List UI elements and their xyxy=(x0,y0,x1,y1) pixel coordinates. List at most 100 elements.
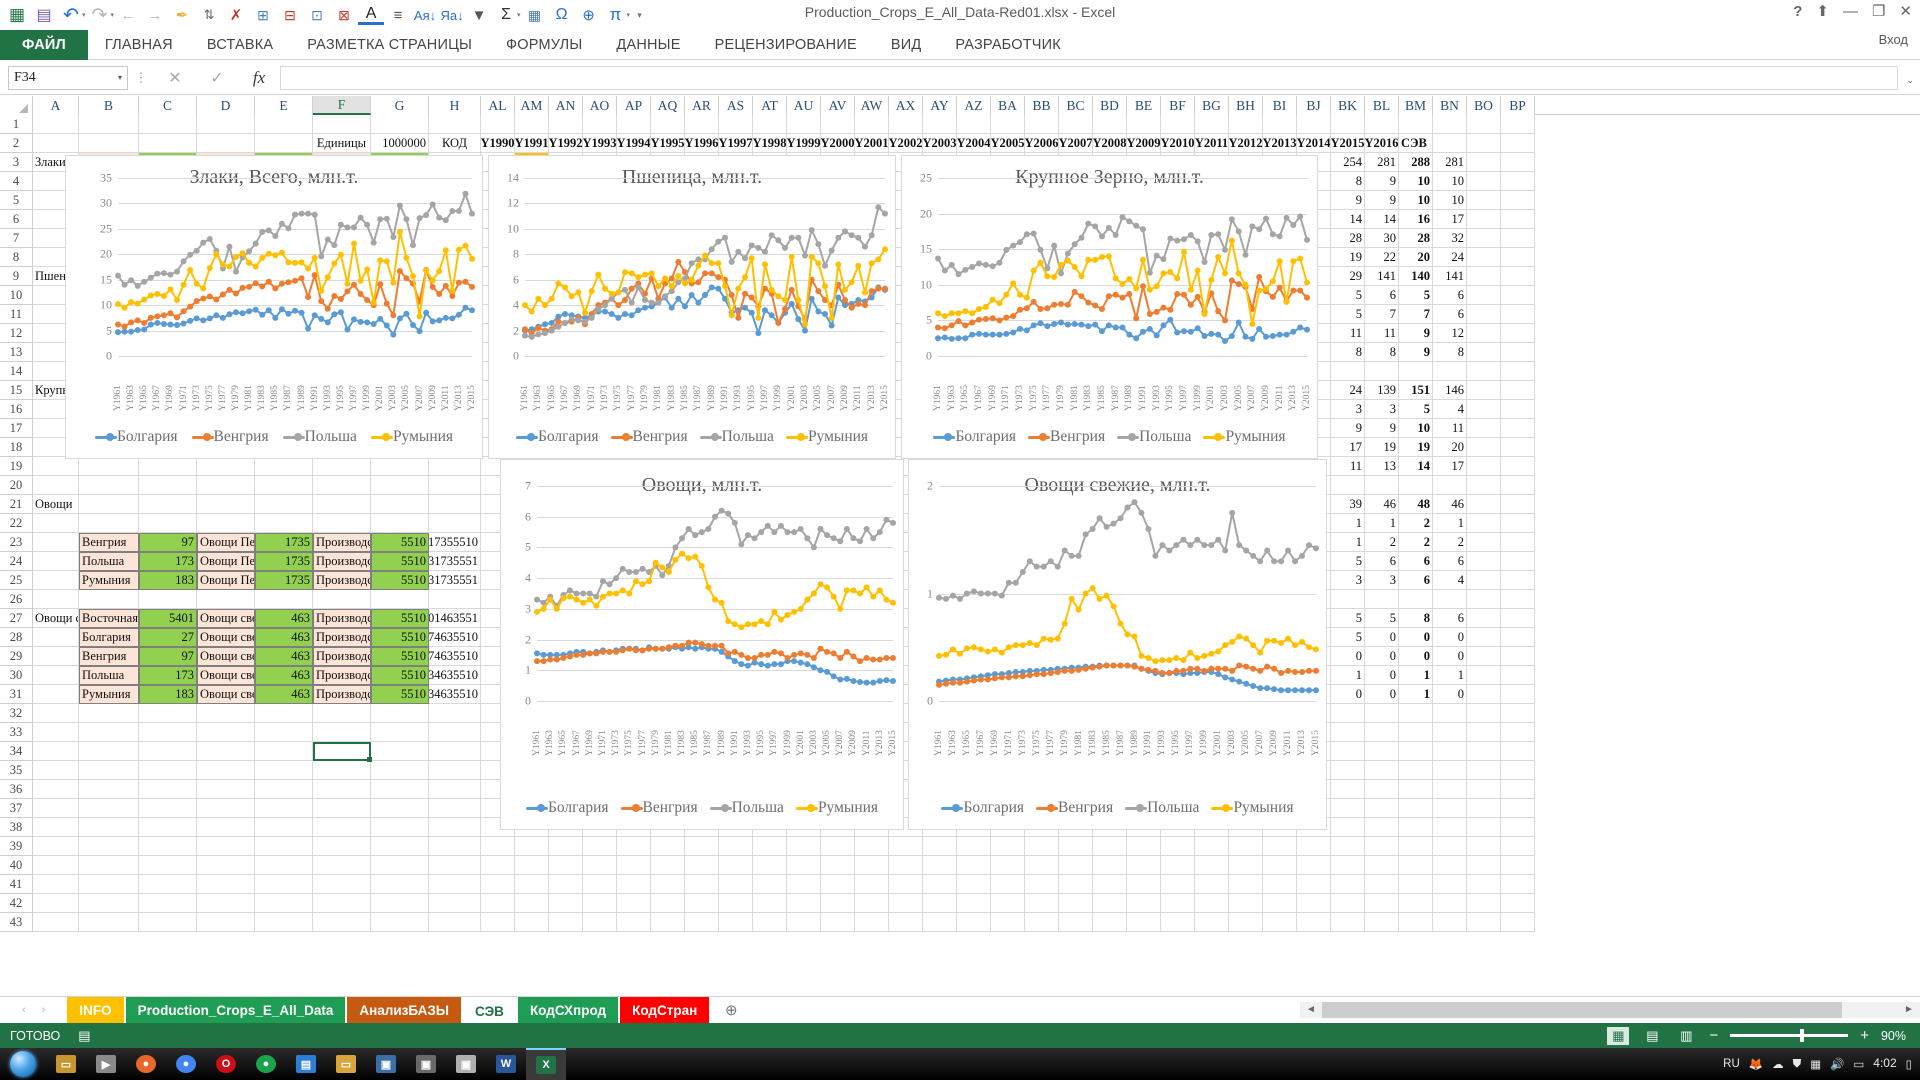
cell[interactable] xyxy=(429,913,481,932)
cell[interactable] xyxy=(139,742,197,761)
legend-item-Венгрия[interactable]: Венгрия xyxy=(191,428,269,446)
cell[interactable] xyxy=(429,780,481,799)
cell[interactable] xyxy=(1501,495,1535,514)
cell[interactable]: 2 xyxy=(1433,533,1467,552)
cell[interactable]: 32 xyxy=(1433,229,1467,248)
cell[interactable] xyxy=(255,134,313,153)
cell[interactable]: 24 xyxy=(1433,248,1467,267)
cell[interactable]: 1 xyxy=(1331,533,1365,552)
column-header-AR[interactable]: AR xyxy=(685,96,719,115)
cell[interactable] xyxy=(617,837,651,856)
cell[interactable]: 3 xyxy=(1331,400,1365,419)
cell[interactable]: Производст xyxy=(313,628,371,647)
cell[interactable] xyxy=(753,875,787,894)
forward-arrow-icon[interactable]: → xyxy=(147,6,163,24)
cell[interactable]: 173 xyxy=(139,552,197,571)
cell[interactable] xyxy=(1365,875,1399,894)
cell[interactable]: 5510 xyxy=(371,647,429,666)
legend-item-Польша[interactable]: Польша xyxy=(1125,799,1199,817)
row-header-38[interactable]: 38 xyxy=(0,818,33,837)
cell[interactable] xyxy=(313,704,371,723)
column-header-BO[interactable]: BO xyxy=(1467,96,1501,115)
cell[interactable] xyxy=(1501,153,1535,172)
cell[interactable] xyxy=(1467,172,1501,191)
cell[interactable] xyxy=(1467,837,1501,856)
window-controls[interactable]: ? ⬆ — ❐ ✕ xyxy=(1793,2,1912,21)
cell[interactable]: 1 xyxy=(1433,514,1467,533)
row-header-25[interactable]: 25 xyxy=(0,571,33,590)
status-right-group[interactable]: ▦ ▤ ▥ − + 90% xyxy=(1607,1026,1906,1045)
cell[interactable] xyxy=(1433,742,1467,761)
cell[interactable] xyxy=(1331,115,1365,134)
cell[interactable]: Румыния xyxy=(79,571,139,590)
cell[interactable]: 1834635510 xyxy=(429,685,481,704)
cell[interactable] xyxy=(139,723,197,742)
cell[interactable] xyxy=(1467,153,1501,172)
cell[interactable] xyxy=(753,894,787,913)
cell[interactable]: 1 xyxy=(1331,666,1365,685)
row-header-35[interactable]: 35 xyxy=(0,761,33,780)
cell[interactable]: 5510 xyxy=(371,685,429,704)
cell[interactable] xyxy=(197,457,255,476)
cell[interactable] xyxy=(255,476,313,495)
cell[interactable]: 463 xyxy=(255,647,313,666)
cell[interactable]: 1000000 xyxy=(371,134,429,153)
close-button[interactable]: ✕ xyxy=(1899,3,1912,20)
cell[interactable] xyxy=(255,780,313,799)
cell[interactable] xyxy=(991,875,1025,894)
cell[interactable]: 30 xyxy=(1365,229,1399,248)
row-header-10[interactable]: 10 xyxy=(0,286,33,305)
cell[interactable]: 281 xyxy=(1433,153,1467,172)
cell[interactable] xyxy=(1399,723,1433,742)
row-header-9[interactable]: 9 xyxy=(0,267,33,286)
cell[interactable] xyxy=(753,837,787,856)
cell[interactable] xyxy=(1331,362,1365,381)
cell[interactable] xyxy=(429,457,481,476)
cell[interactable] xyxy=(991,115,1025,134)
cell[interactable] xyxy=(1467,780,1501,799)
folder-icon[interactable]: ▭ xyxy=(46,1048,86,1080)
customize-qat-icon[interactable]: ▾ xyxy=(637,9,642,20)
browser-icon[interactable]: ● xyxy=(246,1048,286,1080)
column-header-AL[interactable]: AL xyxy=(481,96,515,115)
cell[interactable] xyxy=(1263,894,1297,913)
cell[interactable] xyxy=(1501,666,1535,685)
cell[interactable] xyxy=(753,115,787,134)
cell[interactable] xyxy=(685,913,719,932)
cell[interactable]: Y1995 xyxy=(651,134,685,153)
cell[interactable] xyxy=(197,590,255,609)
cell[interactable] xyxy=(1331,875,1365,894)
cell[interactable] xyxy=(1229,875,1263,894)
row-header-39[interactable]: 39 xyxy=(0,837,33,856)
cell[interactable] xyxy=(139,476,197,495)
cell[interactable]: 10 xyxy=(1399,172,1433,191)
cell[interactable] xyxy=(1467,343,1501,362)
cell[interactable] xyxy=(313,457,371,476)
cell[interactable] xyxy=(1501,134,1535,153)
cell[interactable] xyxy=(313,723,371,742)
cell[interactable]: Производст xyxy=(313,571,371,590)
cell[interactable] xyxy=(313,856,371,875)
cell[interactable] xyxy=(617,913,651,932)
cell[interactable] xyxy=(1025,856,1059,875)
cell[interactable] xyxy=(1331,780,1365,799)
clear-icon[interactable]: ✗ xyxy=(229,7,243,24)
legend-item-Румыния[interactable]: Румыния xyxy=(370,428,453,446)
cell[interactable] xyxy=(1501,324,1535,343)
cell[interactable]: 19 xyxy=(1365,438,1399,457)
cell[interactable] xyxy=(33,552,79,571)
cell[interactable] xyxy=(787,875,821,894)
cell[interactable]: 5401463551 xyxy=(429,609,481,628)
autosum-caret-icon[interactable]: ▾ xyxy=(517,12,521,19)
legend-item-Болгария[interactable]: Болгария xyxy=(941,799,1024,817)
select-all-corner[interactable] xyxy=(0,96,33,115)
cell[interactable] xyxy=(1501,742,1535,761)
cell[interactable] xyxy=(515,837,549,856)
cell[interactable]: 146 xyxy=(1433,381,1467,400)
cell[interactable] xyxy=(1399,780,1433,799)
cell[interactable] xyxy=(719,856,753,875)
cell[interactable]: 5 xyxy=(1399,286,1433,305)
cell[interactable]: СЭВ xyxy=(1399,134,1433,153)
cell[interactable]: Овощи Пер xyxy=(197,552,255,571)
cell[interactable] xyxy=(719,875,753,894)
